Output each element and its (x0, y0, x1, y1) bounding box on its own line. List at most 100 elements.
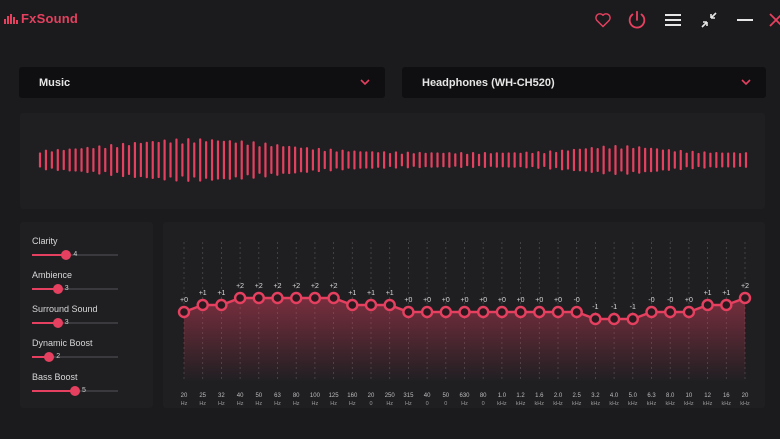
eq-band-knob[interactable] (402, 305, 415, 319)
eq-band-knob[interactable] (720, 298, 733, 312)
eq-band-knob[interactable] (607, 312, 621, 326)
visualizer-bar (121, 142, 125, 178)
effect-slider-bass-boost[interactable]: Bass Boost 5 (32, 372, 142, 400)
visualizer-bar (400, 153, 403, 167)
eq-band-knob[interactable] (177, 305, 191, 319)
favorite-button[interactable] (591, 8, 615, 32)
effect-track[interactable]: 4 (32, 250, 118, 260)
effect-slider-surround-sound[interactable]: Surround Sound 3 (32, 304, 142, 332)
eq-band-knob[interactable] (383, 298, 396, 312)
eq-band-knob[interactable] (233, 291, 247, 305)
effect-slider-ambience[interactable]: Ambience 3 (32, 270, 142, 298)
eq-band-knob[interactable] (533, 305, 546, 319)
eq-band-knob[interactable] (477, 305, 490, 319)
effect-slider-clarity[interactable]: Clarity 4 (32, 236, 142, 264)
eq-band-knob[interactable] (551, 305, 565, 319)
eq-gain-label: +2 (311, 283, 319, 290)
eq-band-knob[interactable] (626, 312, 639, 326)
eq-gain-label: +0 (423, 297, 431, 304)
eq-gain-label: +0 (554, 297, 562, 304)
menu-button[interactable] (661, 8, 685, 32)
visualizer-bar (92, 147, 95, 173)
visualizer-bar (513, 152, 516, 168)
effect-track[interactable]: 5 (32, 386, 118, 396)
effect-track[interactable]: 3 (32, 318, 118, 328)
effect-value: 2 (56, 353, 61, 360)
eq-band-knob[interactable] (589, 312, 602, 326)
eq-band-knob[interactable] (271, 291, 284, 305)
effect-slider-dynamic-boost[interactable]: Dynamic Boost 2 (32, 338, 142, 366)
eq-freq-unit: Hz (181, 401, 188, 407)
eq-freq-label: 32 (218, 393, 225, 399)
visualizer-bar (471, 151, 475, 169)
eq-freq-label: 5.0 (629, 393, 638, 399)
effect-knob[interactable] (44, 352, 55, 362)
eq-band-knob[interactable] (495, 305, 509, 319)
eq-band-knob[interactable] (364, 298, 378, 312)
visualizer-bar (44, 149, 48, 171)
eq-band-knob[interactable] (514, 305, 527, 319)
visualizer-bar (175, 138, 178, 182)
eq-band-knob[interactable] (308, 291, 322, 305)
visualizer-bar (353, 150, 356, 170)
output-device-dropdown[interactable]: Headphones (WH-CH520) (402, 67, 766, 98)
effect-knob[interactable] (61, 250, 72, 260)
eq-band-knob[interactable] (439, 305, 452, 319)
eq-freq-unit: kHz (609, 401, 619, 407)
eq-freq-label: 20 (181, 393, 188, 399)
eq-gain-label: +1 (199, 290, 207, 297)
title-bar: FxSound (0, 0, 780, 40)
minimize-view-button[interactable] (697, 8, 721, 32)
effect-track[interactable]: 3 (32, 284, 118, 294)
visualizer-bar (68, 148, 71, 172)
visualizer-bar (566, 150, 570, 170)
effect-knob[interactable] (52, 284, 63, 294)
effect-fill (32, 254, 67, 256)
visualizer-bar (489, 153, 492, 167)
power-button[interactable] (625, 8, 649, 32)
eq-band-knob[interactable] (682, 305, 696, 319)
visualizer-bar (388, 152, 392, 168)
eq-freq-label: 20 (368, 393, 375, 399)
close-button[interactable] (764, 8, 780, 32)
eq-freq-label: 8.0 (666, 393, 675, 399)
menu-icon (665, 14, 681, 26)
eq-band-knob[interactable] (645, 305, 658, 319)
visualizer-bar (305, 147, 309, 173)
effect-knob[interactable] (70, 386, 80, 396)
eq-freq-unit: kHz (665, 401, 675, 407)
eq-freq-unit: kHz (722, 401, 732, 407)
eq-band-knob[interactable] (346, 298, 359, 312)
app-logo: FxSound (4, 11, 78, 26)
eq-band-knob[interactable] (196, 298, 209, 312)
visualizer-bar (703, 151, 706, 169)
effect-knob[interactable] (52, 318, 63, 328)
eq-gain-label: +0 (517, 297, 525, 304)
eq-band-knob[interactable] (252, 291, 266, 305)
eq-band-knob[interactable] (738, 291, 752, 305)
eq-band-knob[interactable] (458, 305, 471, 319)
eq-freq-label: 1.2 (516, 393, 525, 399)
visualizer-bar (56, 149, 59, 171)
eq-band-knob[interactable] (420, 305, 434, 319)
eq-freq-label: 1.6 (535, 393, 544, 399)
eq-band-knob[interactable] (664, 305, 677, 319)
visualizer-bar (454, 153, 457, 167)
visualizer-bar (252, 141, 255, 179)
eq-gain-label: +1 (217, 290, 225, 297)
preset-dropdown[interactable]: Music (19, 67, 385, 98)
effect-track[interactable]: 2 (32, 352, 118, 362)
eq-freq-unit: Hz (199, 401, 206, 407)
visualizer-bar (691, 150, 694, 170)
visualizer-bar (323, 150, 326, 170)
eq-band-knob[interactable] (215, 298, 228, 312)
eq-band-knob[interactable] (327, 291, 340, 305)
minimize-button[interactable] (733, 8, 757, 32)
effect-label: Dynamic Boost (32, 338, 93, 348)
eq-band-knob[interactable] (289, 291, 303, 305)
effect-fill (32, 288, 58, 290)
eq-band-knob[interactable] (570, 305, 583, 319)
eq-band-knob[interactable] (701, 298, 714, 312)
eq-gain-label: +0 (404, 297, 412, 304)
equalizer-graph[interactable]: +0 20 Hz +1 25 Hz +1 32 Hz +2 40 Hz +2 50 Hz +2 63 Hz +2 80… (163, 222, 765, 408)
